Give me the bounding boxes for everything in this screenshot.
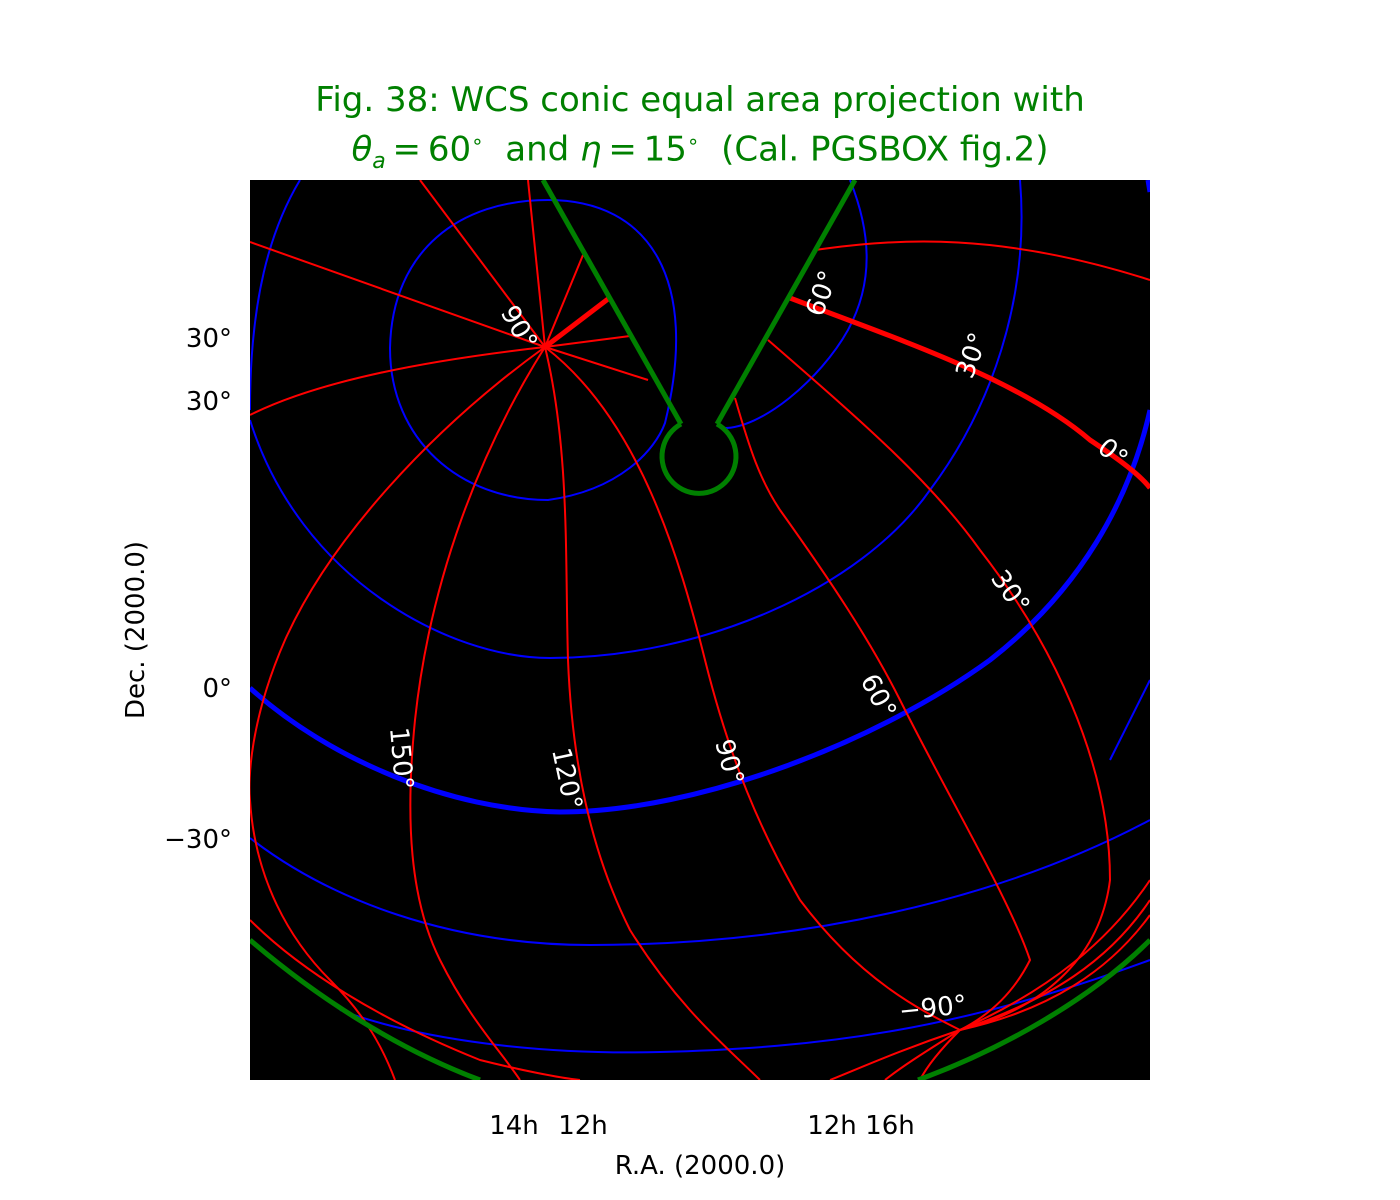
x-tick-label: 14h xyxy=(489,1111,539,1141)
chart-title-line-1: Fig. 38: WCS conic equal area projection… xyxy=(315,80,1085,120)
meridian-line xyxy=(419,180,546,348)
meridian-line xyxy=(250,346,546,416)
parallel-line xyxy=(250,819,1150,947)
meridian-line xyxy=(544,346,761,1080)
grid-label: −90° xyxy=(898,990,969,1027)
meridian-line xyxy=(959,914,1150,1031)
grid-label: 150° xyxy=(383,726,418,791)
y-tick-label: 30° xyxy=(186,324,232,354)
parallel-line xyxy=(721,180,868,430)
equator-line xyxy=(250,409,1150,815)
boundary-left-edge xyxy=(540,180,684,426)
meridians xyxy=(250,180,1150,1080)
meridian-line xyxy=(544,335,631,348)
x-tick-label: 16h xyxy=(865,1111,915,1141)
y-tick-label: −30° xyxy=(164,825,232,855)
parallel-line xyxy=(250,180,301,411)
parallel-line xyxy=(388,198,678,502)
prime-meridian-line xyxy=(543,297,610,349)
meridian-line xyxy=(544,346,649,381)
parallel-line xyxy=(250,180,1023,660)
meridian-line xyxy=(250,919,581,1080)
meridian-line xyxy=(829,1029,961,1080)
chart-title-line-2: θa = 60∘ and η = 15∘ (Cal. PGSBOX fig.2) xyxy=(351,129,1049,175)
projection-boundary xyxy=(250,180,1150,1080)
boundary-pole-cap xyxy=(659,421,739,496)
parallel-line xyxy=(1109,679,1150,761)
meridian-line xyxy=(527,180,546,348)
y-axis-label: Dec. (2000.0) xyxy=(121,541,151,719)
parallels xyxy=(250,180,1150,1054)
boundary-edge-blue xyxy=(1145,180,1150,193)
meridian-line xyxy=(409,346,546,1080)
boundary-bottom-left xyxy=(250,938,481,1080)
meridian-line xyxy=(884,1029,961,1080)
boundary-bottom-right xyxy=(917,938,1150,1080)
meridian-line xyxy=(734,397,1032,1031)
meridian-line xyxy=(959,899,1150,1031)
x-tick-label: 12h xyxy=(807,1111,857,1141)
parallel-line xyxy=(339,959,1150,1054)
meridian-line xyxy=(814,240,1150,281)
plot-area xyxy=(250,180,1150,1080)
meridian-line xyxy=(767,339,1112,1031)
boundary-right-edge xyxy=(714,180,858,426)
meridian-line xyxy=(544,254,584,348)
y-tick-label: 0° xyxy=(202,674,232,704)
meridian-line xyxy=(959,879,1150,1031)
x-axis-label: R.A. (2000.0) xyxy=(615,1151,786,1181)
prime-meridian-line xyxy=(789,295,1150,490)
meridian-line xyxy=(250,241,546,348)
meridian-line xyxy=(544,346,961,1031)
x-tick-label: 12h xyxy=(558,1111,608,1141)
y-tick-label: 30° xyxy=(186,387,232,417)
